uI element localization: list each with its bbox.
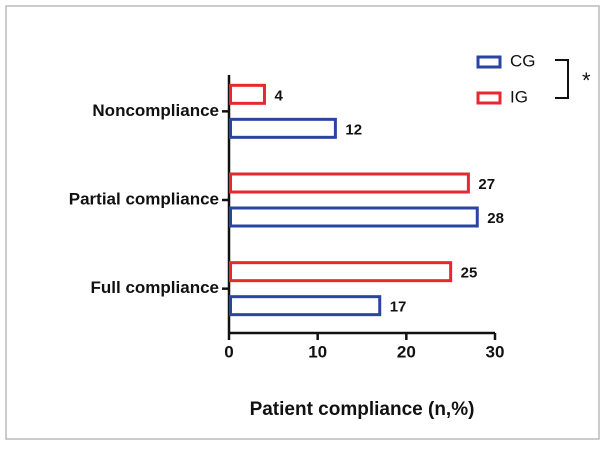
x-tick-label: 30 (486, 342, 505, 361)
value-label: 12 (345, 121, 362, 138)
bar (229, 117, 337, 139)
x-axis-label: Patient compliance (n,%) (250, 399, 475, 420)
bar (229, 172, 470, 194)
legend-swatch (476, 91, 502, 105)
bar (229, 261, 453, 283)
y-tick-label: Noncompliance (92, 101, 219, 120)
y-tick-label: Full compliance (91, 278, 219, 297)
value-label: 4 (274, 87, 283, 104)
bar (229, 83, 266, 105)
legend-swatch (476, 55, 502, 69)
x-tick-label: 0 (224, 342, 233, 361)
value-label: 25 (461, 265, 478, 282)
significance-mark: * (582, 68, 591, 93)
legend-label: IG (510, 87, 528, 106)
x-tick-label: 20 (397, 342, 416, 361)
x-tick-label: 10 (308, 342, 327, 361)
frame (5, 5, 600, 440)
value-label: 27 (478, 176, 495, 193)
bar (229, 295, 382, 317)
bar (229, 206, 479, 228)
value-label: 28 (487, 210, 504, 227)
value-label: 17 (390, 299, 407, 316)
legend-label: CG (510, 51, 536, 70)
y-tick-label: Partial compliance (69, 189, 219, 208)
significance-bracket (555, 59, 569, 99)
